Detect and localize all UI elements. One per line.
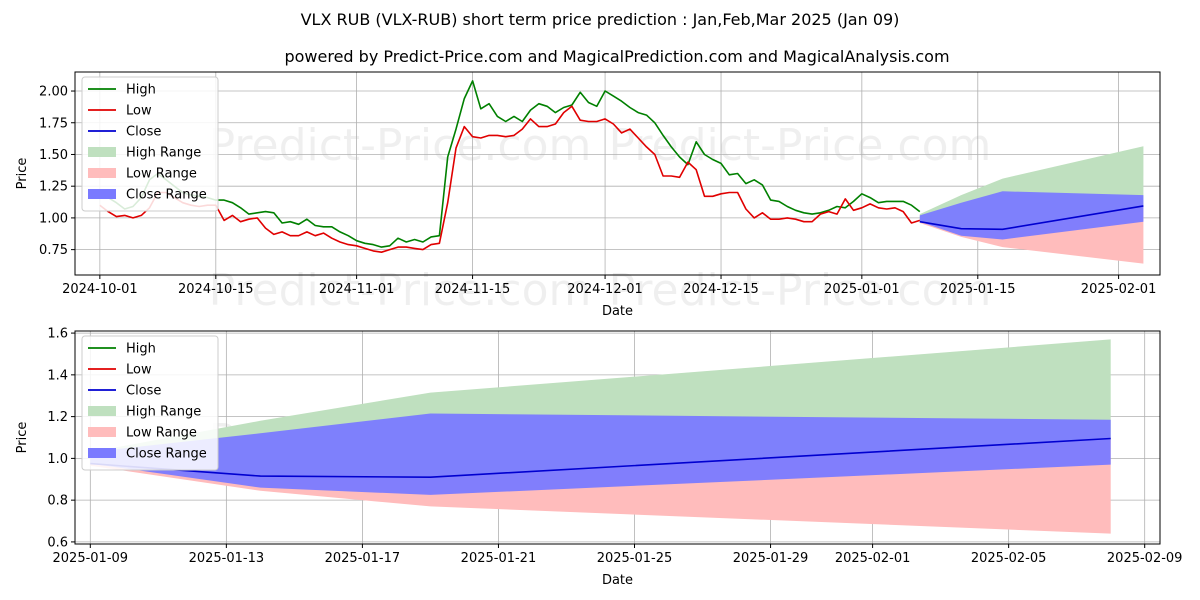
- legend-label: Low: [126, 104, 152, 119]
- y-tick-label: 0.8: [47, 494, 68, 509]
- legend-label: Low: [126, 363, 152, 378]
- legend: High Low Close High Range Low Range Close Ran…: [81, 335, 219, 471]
- legend-label: Low Range: [126, 426, 197, 441]
- x-tick-label: 2024-12-01: [567, 282, 643, 297]
- legend-swatch-high-range: [88, 406, 116, 416]
- x-tick-label: 2025-02-01: [1081, 282, 1157, 297]
- x-axis-label: Date: [602, 573, 633, 588]
- top-panel: Predict-Price.com Predict-Price.com Predic…: [15, 71, 1161, 319]
- close-series-line: [919, 205, 1144, 231]
- plot-frame: [74, 330, 1161, 545]
- low-series-line: [99, 105, 921, 253]
- legend-label: Low Range: [126, 167, 197, 182]
- x-tick-label: 2025-02-01: [835, 551, 911, 566]
- y-axis-label: Price: [15, 422, 30, 454]
- chart-title: VLX RUB (VLX-RUB) short term price predi…: [301, 10, 900, 29]
- x-axis-label: Date: [602, 304, 633, 319]
- y-tick-label: 1.50: [39, 148, 68, 163]
- x-tick-label: 2025-01-29: [733, 551, 809, 566]
- y-tick-label: 1.4: [47, 368, 68, 383]
- y-tick-label: 1.6: [47, 327, 68, 342]
- high-series-line: [99, 80, 921, 248]
- legend-label: High Range: [126, 146, 201, 161]
- legend-label: High Range: [126, 405, 201, 420]
- legend-label: Close Range: [126, 188, 207, 203]
- y-tick-label: 1.2: [47, 410, 68, 425]
- y-tick-label: 1.00: [39, 211, 68, 226]
- watermark-text: Predict-Price.com: [209, 265, 592, 316]
- legend: High Low Close High Range Low Range Close Ran…: [81, 76, 219, 212]
- legend-swatch-low-range: [88, 168, 116, 178]
- x-tick-label: 2025-02-09: [1107, 551, 1183, 566]
- close-range-band: [90, 413, 1111, 495]
- legend-swatch-close-range: [88, 189, 116, 199]
- legend-label: Close: [126, 125, 161, 140]
- y-tick-label: 0.75: [39, 243, 68, 258]
- x-tick-label: 2024-10-15: [178, 282, 254, 297]
- x-tick-label: 2025-01-09: [53, 551, 129, 566]
- legend-swatch-close-range: [88, 448, 116, 458]
- y-tick-label: 2.00: [39, 85, 68, 100]
- x-tick-label: 2025-01-13: [189, 551, 265, 566]
- legend-label: High: [126, 342, 156, 357]
- x-tick-label: 2025-01-25: [597, 551, 673, 566]
- bottom-panel: Predict-Price.comPredict-Price.com2025-0…: [15, 327, 1182, 588]
- y-tick-label: 1.25: [39, 180, 68, 195]
- x-tick-label: 2025-02-05: [971, 551, 1047, 566]
- x-tick-label: 2024-11-15: [435, 282, 511, 297]
- chart-subtitle: powered by Predict-Price.com and Magical…: [284, 47, 949, 66]
- y-tick-label: 1.0: [47, 452, 68, 467]
- x-tick-label: 2025-01-17: [325, 551, 401, 566]
- x-tick-label: 2024-12-15: [683, 282, 759, 297]
- legend-swatch-low-range: [88, 427, 116, 437]
- watermark-text: Predict-Price.com: [209, 120, 592, 171]
- y-tick-label: 0.6: [47, 535, 68, 550]
- x-tick-label: 2024-10-01: [62, 282, 138, 297]
- x-tick-label: 2025-01-15: [940, 282, 1016, 297]
- legend-label: Close Range: [126, 447, 207, 462]
- legend-label: High: [126, 83, 156, 98]
- x-tick-label: 2024-11-01: [319, 282, 395, 297]
- x-tick-label: 2025-01-01: [824, 282, 900, 297]
- y-axis-label: Price: [15, 158, 30, 190]
- legend-swatch-high-range: [88, 147, 116, 157]
- watermark-text: Predict-Price.com: [609, 120, 992, 171]
- watermark-text: Predict-Price.com: [609, 265, 992, 316]
- y-tick-label: 1.75: [39, 116, 68, 131]
- close-range-band: [919, 191, 1144, 240]
- x-tick-label: 2025-01-21: [461, 551, 537, 566]
- legend-label: Close: [126, 384, 161, 399]
- plot-frame: [74, 71, 1161, 276]
